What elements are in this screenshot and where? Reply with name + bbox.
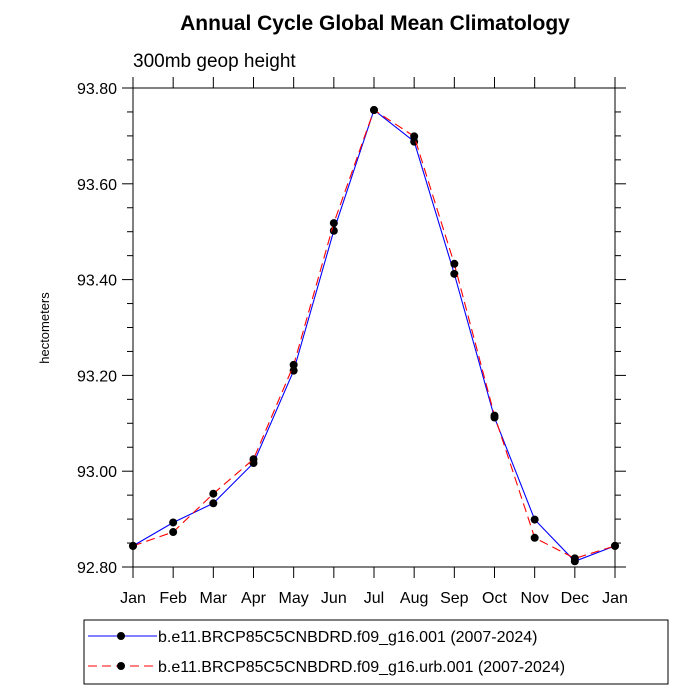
series-1-point xyxy=(329,226,338,235)
axis-ticks: 92.80 93.00 93.20 93.40 93.60 93.80 Jan Feb Mar A… xyxy=(77,77,628,607)
y-tick-label: 92.80 xyxy=(77,560,117,577)
x-tick-label: Nov xyxy=(520,590,548,607)
plot-frame xyxy=(132,87,616,568)
series-2-point xyxy=(490,411,499,420)
series-2-point xyxy=(169,528,178,537)
chart-title: Annual Cycle Global Mean Climatology xyxy=(180,12,570,35)
y-tick-label: 93.60 xyxy=(77,177,117,194)
x-tick-label: Jan xyxy=(120,590,146,607)
series-2-point xyxy=(370,106,378,115)
series-2-point xyxy=(289,360,298,369)
series-line-1 xyxy=(132,109,616,562)
y-tick-label: 93.80 xyxy=(77,81,117,98)
x-tick-label: Sep xyxy=(440,590,469,607)
x-tick-label: Jan xyxy=(602,590,628,607)
x-tick-label: May xyxy=(279,590,309,607)
x-tick-label: Feb xyxy=(159,590,187,607)
series-2-point xyxy=(410,132,419,141)
series-2-point xyxy=(249,455,258,464)
x-tick-label: Mar xyxy=(200,590,228,607)
series-2-point xyxy=(209,489,218,498)
series-2-point xyxy=(611,541,619,550)
chart-subtitle: 300mb geop height xyxy=(133,51,296,72)
series-1-point xyxy=(450,269,459,278)
y-tick-label: 93.40 xyxy=(77,273,117,290)
x-tick-label: Aug xyxy=(400,590,428,607)
y-tick-label: 93.20 xyxy=(77,368,117,385)
series-line-2 xyxy=(132,109,616,559)
y-axis-label: hectometers xyxy=(37,292,52,364)
series-1-point xyxy=(530,515,539,524)
series-1-point xyxy=(209,499,218,508)
series-2-point xyxy=(129,541,137,550)
data-series xyxy=(129,106,619,566)
series-1-point xyxy=(289,366,298,375)
series-2-point xyxy=(570,554,579,563)
series-2-point xyxy=(329,219,338,228)
x-tick-label: Apr xyxy=(241,590,267,607)
legend-label-1: b.e11.BRCP85C5CNBDRD.f09_g16.001 (2007-2… xyxy=(158,629,537,646)
legend-label-2: b.e11.BRCP85C5CNBDRD.f09_g16.urb.001 (20… xyxy=(158,659,565,676)
x-tick-label: Dec xyxy=(561,590,589,607)
x-tick-label: Jun xyxy=(321,590,347,607)
legend-marker-2 xyxy=(117,662,125,670)
series-2-point xyxy=(450,259,459,268)
x-tick-label: Oct xyxy=(482,590,507,607)
legend-box xyxy=(83,619,669,685)
legend-marker-1 xyxy=(117,632,125,640)
x-tick-label: Jul xyxy=(364,590,384,607)
y-tick-label: 93.00 xyxy=(77,464,117,481)
series-1-point xyxy=(169,518,178,527)
legend: b.e11.BRCP85C5CNBDRD.f09_g16.001 (2007-2… xyxy=(88,629,565,676)
series-2-point xyxy=(530,533,539,542)
